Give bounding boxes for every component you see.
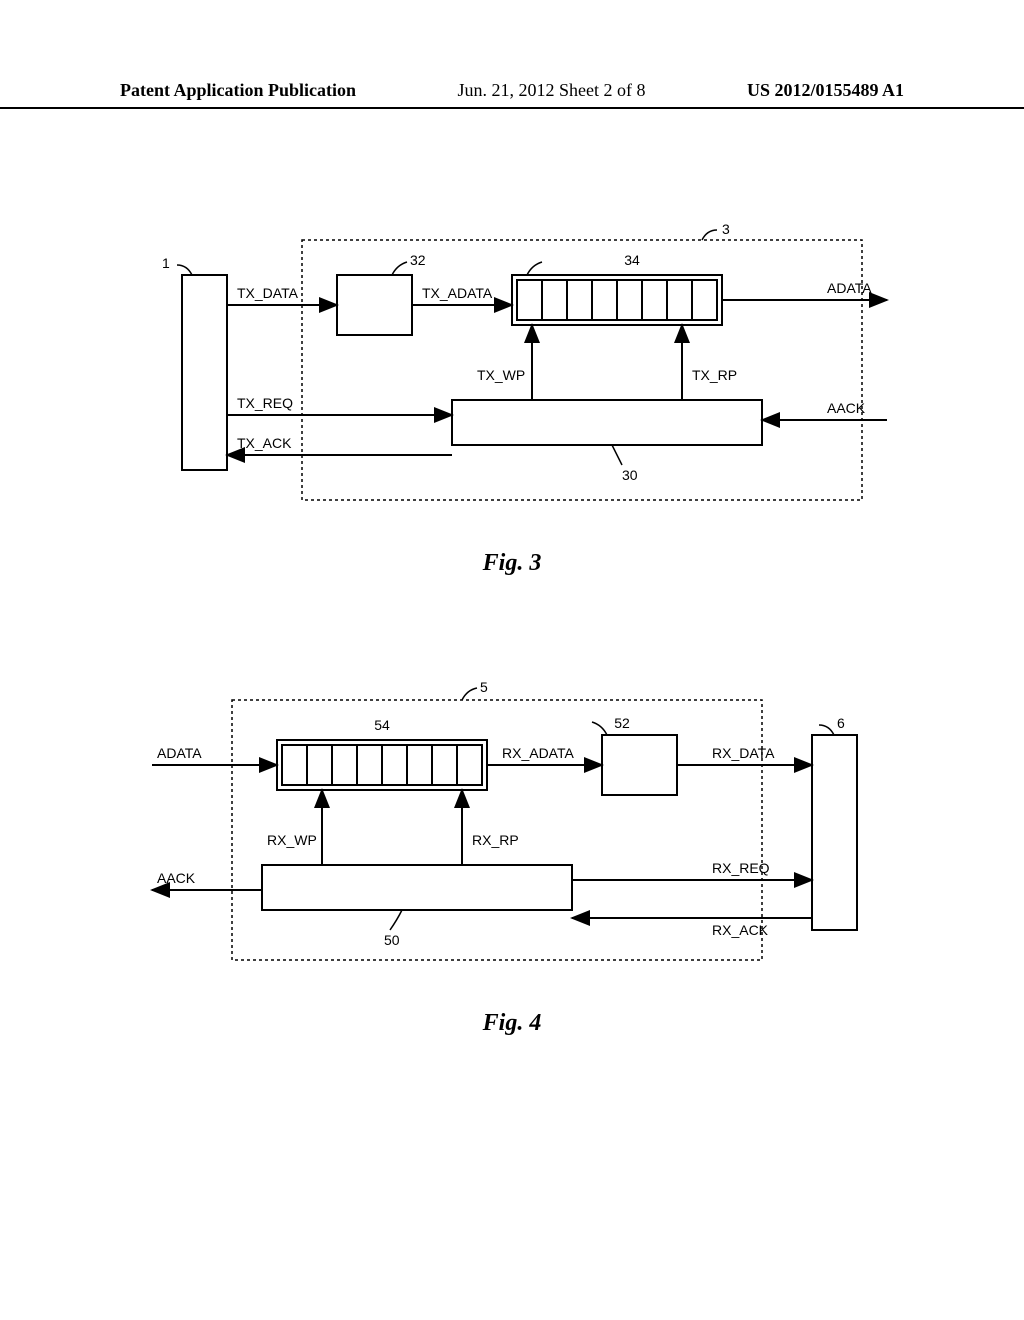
- figure-4: 5 6 54 52 50 ADATA AACK RX_ADATA RX_WP R…: [132, 680, 892, 980]
- label-tx-wp: TX_WP: [477, 367, 525, 383]
- ref-50: 50: [384, 932, 400, 948]
- figure-3: 3 1 32 34 30 TX_DATA TX_REQ TX_ACK TX_AD…: [132, 220, 892, 520]
- block-30: [452, 400, 762, 445]
- label-tx-rp: TX_RP: [692, 367, 737, 383]
- label-rx-data: RX_DATA: [712, 745, 775, 761]
- figure-3-caption: Fig. 3: [483, 550, 542, 577]
- label-aack: AACK: [827, 400, 866, 416]
- ref-32: 32: [410, 252, 426, 268]
- ref-6: 6: [837, 715, 845, 731]
- label-rx-ack: RX_ACK: [712, 922, 769, 938]
- label-rx-rp: RX_RP: [472, 832, 519, 848]
- ref-5: 5: [480, 680, 488, 695]
- block-52: [602, 735, 677, 795]
- figure-4-caption: Fig. 4: [483, 1010, 542, 1037]
- block-6: [812, 735, 857, 930]
- header-left: Patent Application Publication: [120, 80, 356, 101]
- label-tx-adata: TX_ADATA: [422, 285, 493, 301]
- block-1: [182, 275, 227, 470]
- header-center: Jun. 21, 2012 Sheet 2 of 8: [458, 80, 646, 101]
- ref-52: 52: [614, 715, 630, 731]
- block-32: [337, 275, 412, 335]
- block-50: [262, 865, 572, 910]
- label-tx-req: TX_REQ: [237, 395, 293, 411]
- ref-3: 3: [722, 221, 730, 237]
- page-header: Patent Application Publication Jun. 21, …: [0, 80, 1024, 109]
- label-rx-adata: RX_ADATA: [502, 745, 574, 761]
- label-rx-wp: RX_WP: [267, 832, 317, 848]
- label-adata: ADATA: [827, 280, 872, 296]
- label-adata-in: ADATA: [157, 745, 202, 761]
- label-aack-out: AACK: [157, 870, 196, 886]
- ref-34: 34: [624, 252, 640, 268]
- ref-1: 1: [162, 255, 170, 271]
- fifo-34: [512, 275, 722, 325]
- ref-54: 54: [374, 717, 390, 733]
- ref-30: 30: [622, 467, 638, 483]
- fifo-54: [277, 740, 487, 790]
- header-right: US 2012/0155489 A1: [747, 80, 904, 101]
- label-tx-ack: TX_ACK: [237, 435, 292, 451]
- label-rx-req: RX_REQ: [712, 860, 770, 876]
- label-tx-data: TX_DATA: [237, 285, 299, 301]
